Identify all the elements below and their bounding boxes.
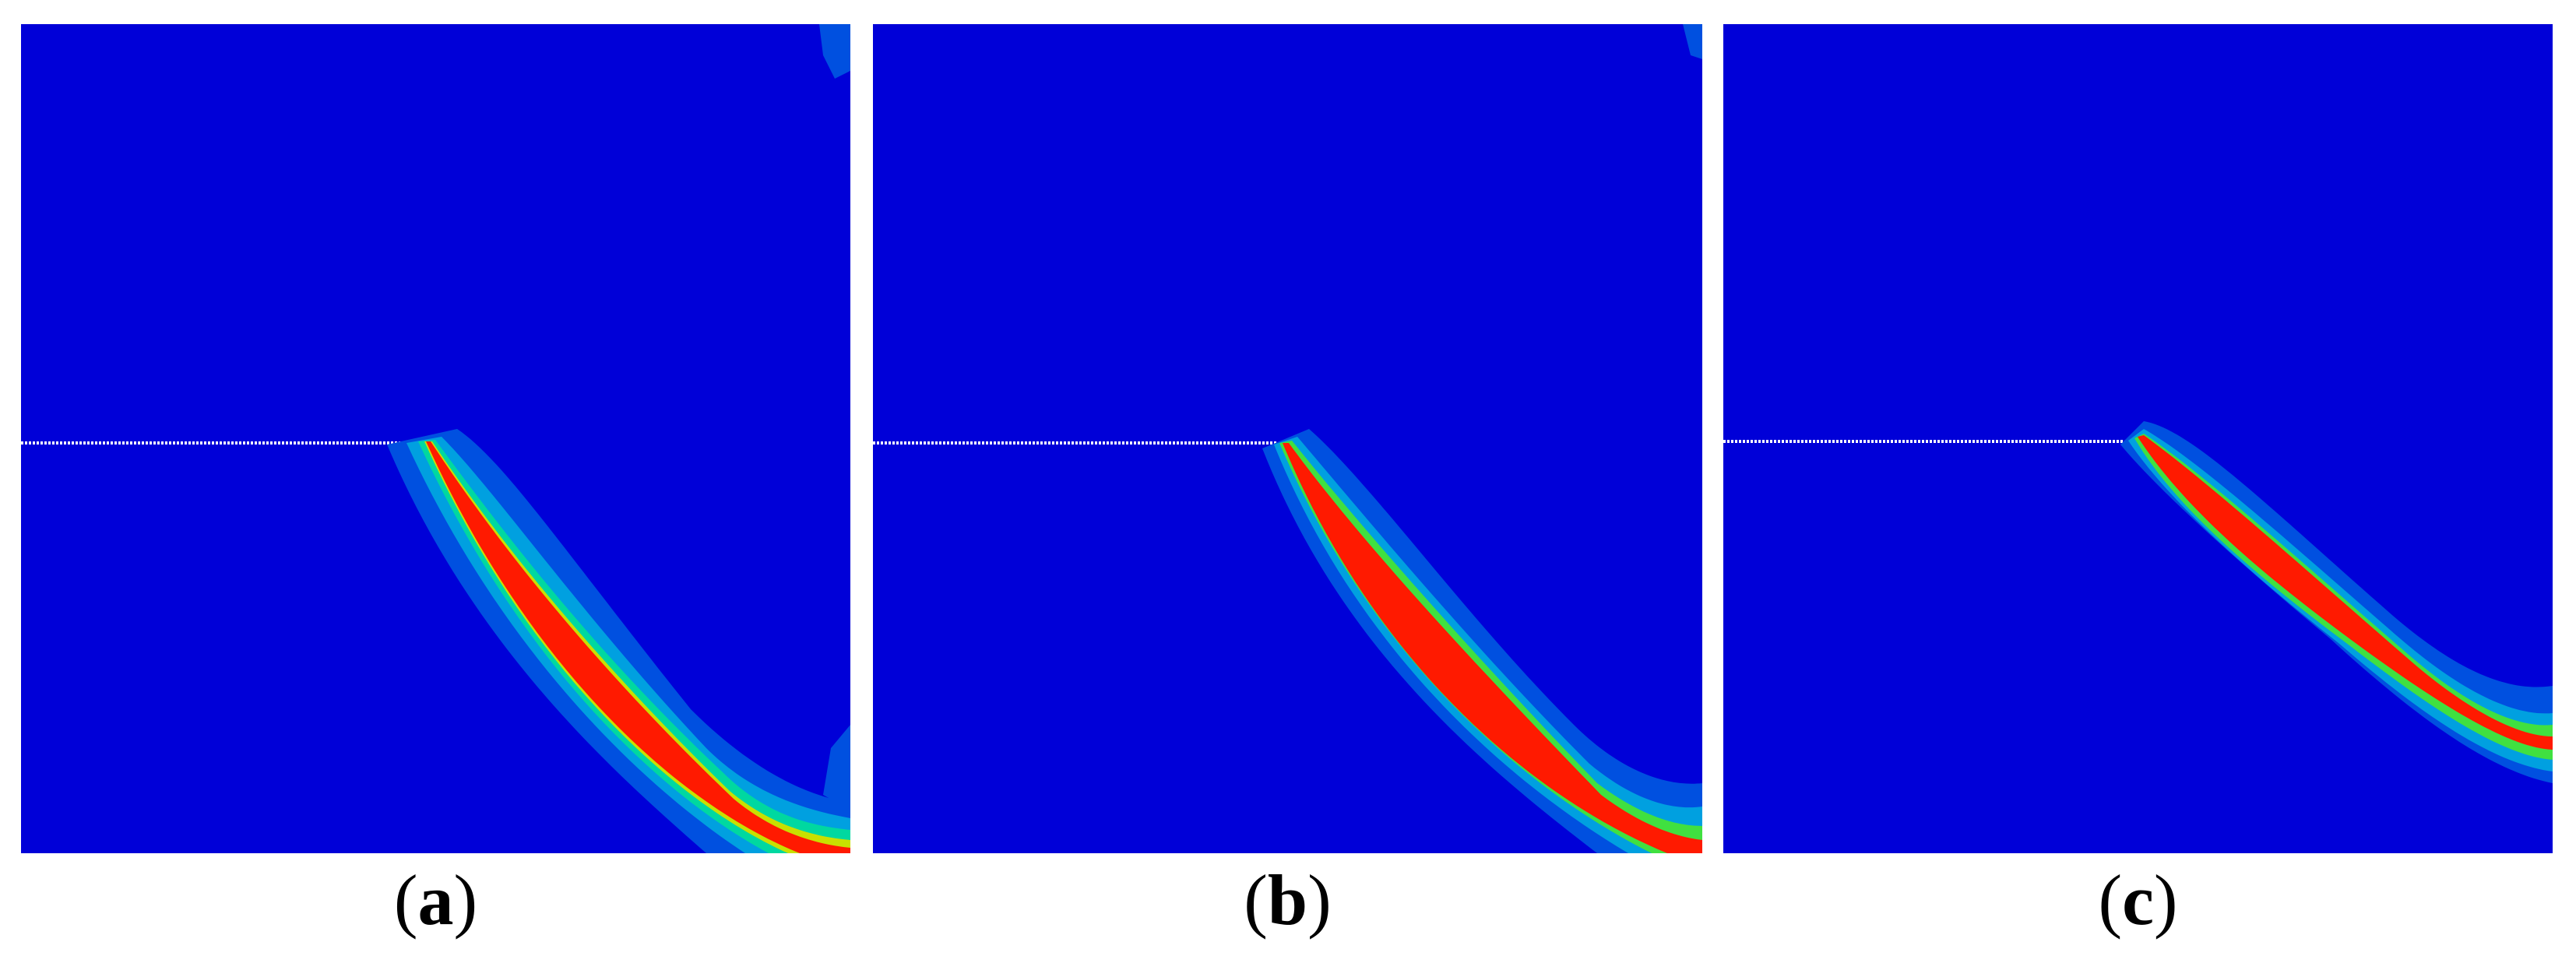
band-3 (418, 440, 850, 853)
caption-c-label: c (2122, 860, 2154, 940)
caption-c: (c) (2098, 860, 2178, 940)
contour-panel-a (21, 24, 850, 853)
caption-a-label: a (417, 860, 454, 940)
contour-panel-c (1723, 24, 2553, 853)
corner-patch-lower (823, 725, 850, 810)
band-3 (1279, 441, 1702, 853)
band-2 (1274, 437, 1702, 853)
crack-field-plot-b (873, 24, 1702, 853)
corner-patch (1683, 24, 1702, 59)
caption-b: (b) (1244, 860, 1332, 940)
crack-field-plot-a (21, 24, 850, 853)
crack-field-plot-c (1723, 421, 2553, 783)
corner-patch (819, 24, 850, 79)
caption-b-label: b (1267, 860, 1308, 940)
contour-panel-b (873, 24, 1702, 853)
caption-a: (a) (393, 860, 478, 940)
band-2 (406, 437, 850, 853)
band-core (2138, 435, 2553, 750)
